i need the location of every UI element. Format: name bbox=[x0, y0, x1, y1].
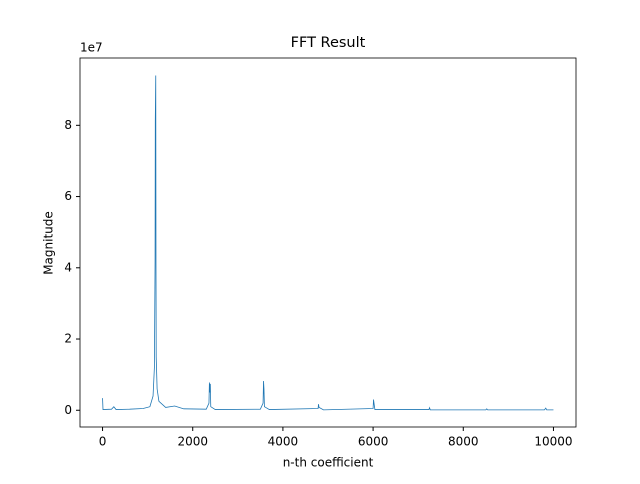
plot-frame bbox=[79, 57, 577, 428]
data-line bbox=[102, 75, 554, 411]
x-tick-label: 4000 bbox=[268, 435, 299, 449]
chart-title: FFT Result bbox=[291, 35, 366, 51]
y-axis-label: Magnitude bbox=[42, 211, 56, 275]
x-tick-label: 6000 bbox=[358, 435, 389, 449]
y-tick-label: 4 bbox=[64, 260, 72, 274]
x-tick-label: 0 bbox=[99, 435, 107, 449]
x-axis-label: n-th coefficient bbox=[283, 456, 374, 470]
y-tick-label: 6 bbox=[64, 189, 72, 203]
y-tick-label: 8 bbox=[64, 118, 72, 132]
x-tick-label: 10000 bbox=[534, 435, 572, 449]
x-tick-label: 2000 bbox=[177, 435, 208, 449]
y-offset-label: 1e7 bbox=[80, 41, 103, 55]
y-tick-label: 0 bbox=[64, 403, 72, 417]
y-tick-label: 2 bbox=[64, 332, 72, 346]
x-tick-label: 8000 bbox=[448, 435, 479, 449]
